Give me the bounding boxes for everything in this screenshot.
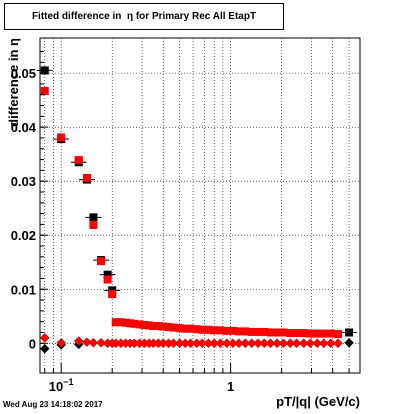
data-point-square bbox=[111, 318, 120, 327]
x-tick-label: 10−1 bbox=[49, 377, 74, 394]
data-point-diamond bbox=[333, 338, 343, 349]
chart-title: Fitted difference in η for Primary Rec A… bbox=[31, 11, 257, 22]
data-point-square bbox=[159, 322, 168, 331]
plot-frame bbox=[39, 37, 361, 374]
data-point-square bbox=[74, 156, 83, 165]
y-tick-label: 0.03 bbox=[11, 174, 36, 189]
x-tick-label: 1 bbox=[227, 379, 234, 394]
title-box: Fitted difference in η for Primary Rec A… bbox=[4, 3, 284, 30]
data-point-square bbox=[169, 323, 178, 332]
data-point-square bbox=[326, 329, 335, 338]
y-tick-label: 0.04 bbox=[11, 120, 37, 135]
data-point-square bbox=[253, 327, 262, 336]
data-point-square bbox=[333, 330, 342, 339]
data-point-diamond bbox=[96, 337, 106, 348]
data-point-diamond bbox=[82, 337, 92, 348]
data-point-diamond bbox=[305, 338, 316, 349]
data-point-square bbox=[40, 86, 49, 95]
timestamp: Wed Aug 23 14:18:02 2017 bbox=[3, 400, 103, 409]
data-point-diamond bbox=[344, 337, 354, 348]
data-point-square bbox=[89, 220, 98, 229]
data-point-square bbox=[210, 326, 219, 335]
data-point-square bbox=[247, 327, 256, 336]
data-point-square bbox=[108, 290, 117, 299]
data-point-square bbox=[234, 327, 243, 336]
y-tick-label: 0.05 bbox=[11, 66, 36, 81]
data-point-square bbox=[319, 329, 328, 338]
data-point-square bbox=[121, 318, 130, 327]
data-point-square bbox=[313, 329, 322, 338]
data-point-square bbox=[149, 321, 158, 330]
data-point-square bbox=[266, 328, 275, 337]
grid bbox=[40, 38, 360, 373]
y-tick-label: 0 bbox=[29, 336, 36, 351]
data-point-diamond bbox=[246, 338, 257, 349]
data-point-square bbox=[222, 326, 231, 335]
data-point-square bbox=[286, 329, 295, 338]
data-point-square bbox=[186, 324, 195, 333]
y-axis-label: difference in η bbox=[6, 38, 21, 127]
data-point-square bbox=[260, 327, 269, 336]
data-point-square bbox=[216, 326, 225, 335]
data-point-square bbox=[279, 328, 288, 337]
data-point-square bbox=[198, 325, 207, 334]
data-point-square bbox=[192, 325, 201, 334]
data-point-square bbox=[145, 321, 154, 330]
data-point-square bbox=[103, 275, 112, 284]
x-axis-label: pT/|q| (GeV/c) bbox=[276, 394, 360, 409]
data-point-square bbox=[97, 257, 106, 266]
data-point-square bbox=[126, 319, 135, 328]
data-point-square bbox=[241, 327, 250, 336]
data-point-square bbox=[181, 324, 190, 333]
data-point-square bbox=[204, 325, 213, 334]
data-point-diamond bbox=[215, 338, 226, 349]
data-point-square bbox=[154, 321, 163, 330]
data-point-diamond bbox=[265, 338, 276, 349]
data-point-square bbox=[130, 319, 139, 328]
data-point-diamond bbox=[278, 338, 289, 349]
data-point-square bbox=[164, 323, 173, 332]
data-point-square bbox=[299, 329, 308, 338]
data-point-diamond bbox=[291, 338, 302, 349]
data-point-diamond bbox=[298, 338, 309, 349]
data-point-square bbox=[40, 66, 49, 75]
data-point-diamond bbox=[39, 343, 50, 354]
data-point-square bbox=[57, 133, 66, 142]
data-point-square bbox=[140, 320, 149, 329]
y-tick-label: 0.02 bbox=[11, 228, 36, 243]
data-point-diamond bbox=[39, 333, 50, 343]
data-markers bbox=[36, 66, 358, 354]
data-point-square bbox=[228, 326, 237, 335]
data-point-diamond bbox=[325, 338, 336, 349]
data-point-diamond bbox=[312, 338, 323, 349]
data-point-diamond bbox=[56, 337, 67, 348]
data-point-square bbox=[292, 329, 301, 338]
data-point-diamond bbox=[73, 336, 84, 346]
data-point-square bbox=[345, 328, 354, 337]
data-point-square bbox=[82, 173, 91, 182]
data-point-square bbox=[135, 320, 144, 329]
data-point-square bbox=[273, 328, 282, 337]
axis-ticks: 0 0.01 0.02 0.03 0.04 0.05 10−1 1 bbox=[11, 51, 350, 394]
data-point-square bbox=[306, 329, 315, 338]
data-point-diamond bbox=[272, 338, 282, 349]
data-point-square bbox=[116, 318, 125, 327]
data-point-square bbox=[103, 270, 112, 279]
data-point-diamond bbox=[319, 338, 329, 349]
data-point-diamond bbox=[88, 337, 99, 348]
data-point-square bbox=[89, 213, 98, 222]
data-point-square bbox=[175, 324, 184, 333]
y-tick-label: 0.01 bbox=[11, 282, 36, 297]
